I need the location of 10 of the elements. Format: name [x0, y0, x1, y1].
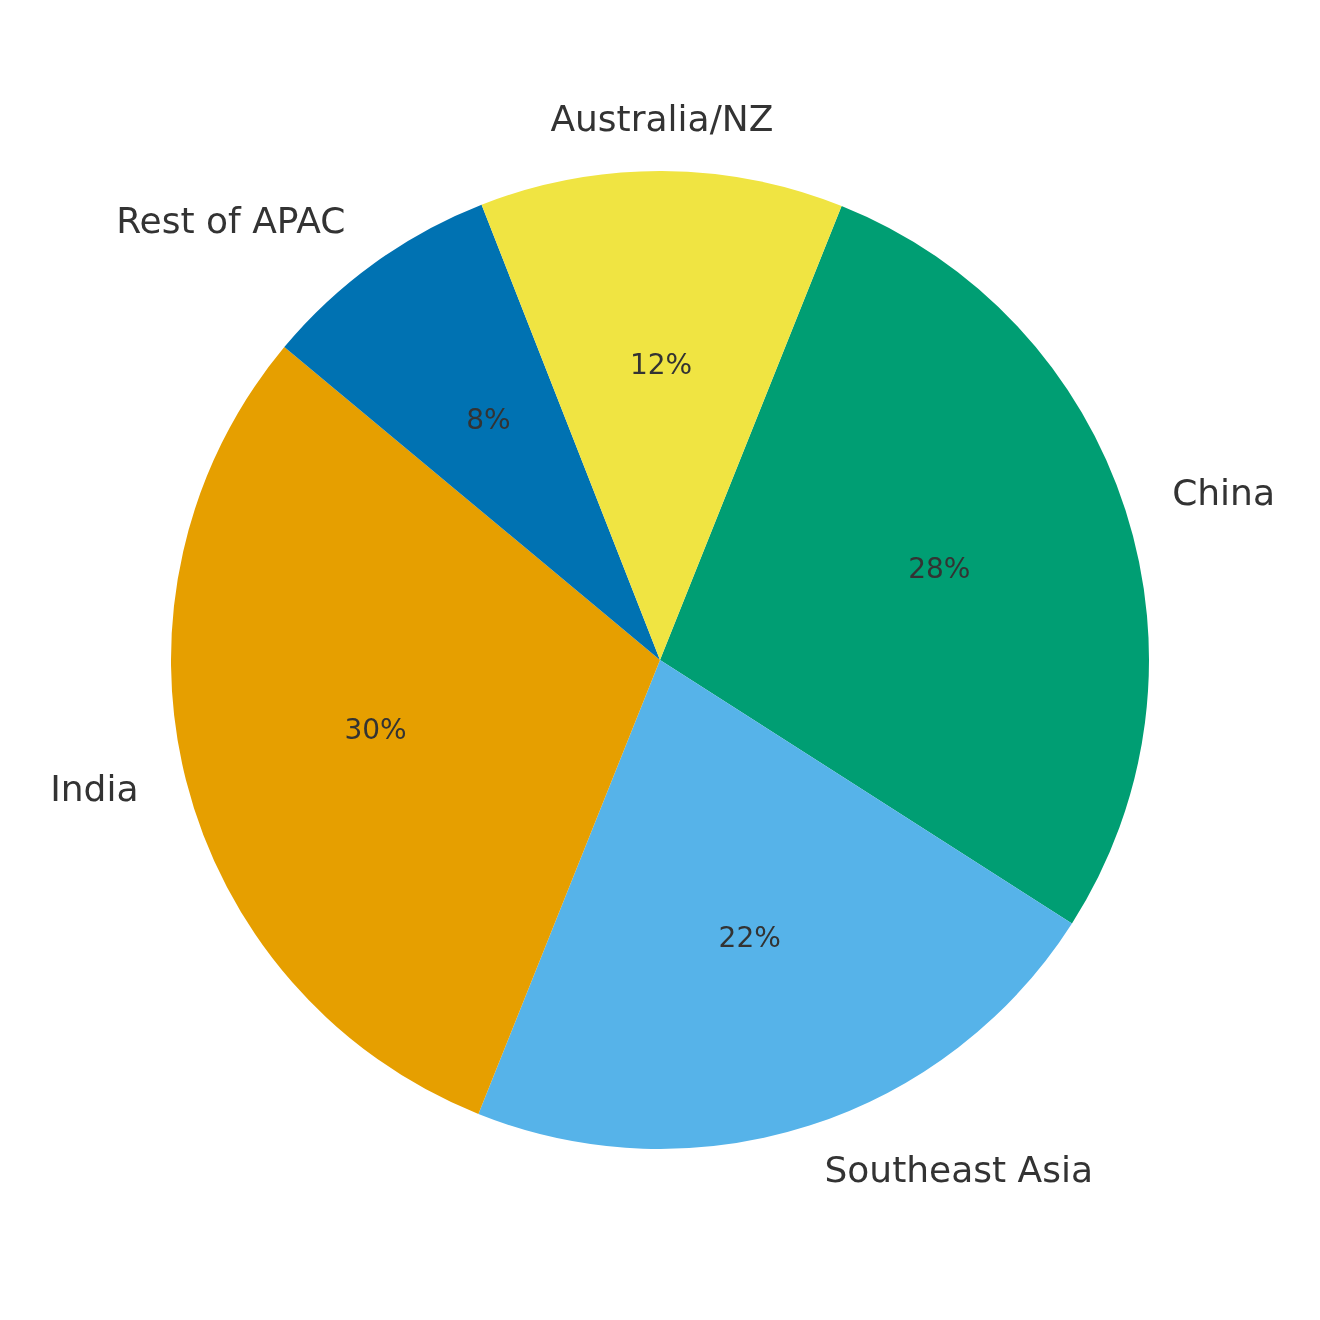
data-label: 30% [344, 713, 407, 747]
data-label: 8% [466, 403, 511, 437]
data-label: 22% [718, 920, 781, 954]
slice-label: Rest of APAC [116, 200, 346, 242]
slice-label: Australia/NZ [550, 98, 774, 140]
data-label: 12% [629, 347, 693, 381]
slice-label: China [1172, 471, 1275, 513]
slice-label: India [50, 768, 139, 810]
slice-label: Southeast Asia [824, 1148, 1094, 1190]
data-label: 28% [908, 551, 971, 585]
